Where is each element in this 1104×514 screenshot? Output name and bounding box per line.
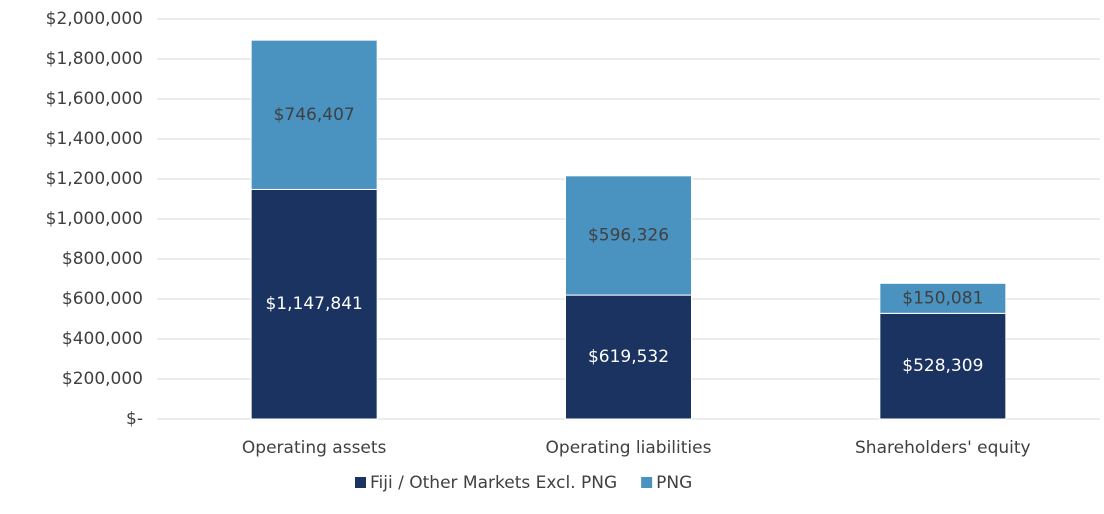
y-tick-label: $1,600,000 — [46, 89, 143, 109]
y-tick-label: $200,000 — [62, 369, 143, 389]
data-label: $528,309 — [902, 356, 983, 376]
y-tick-label: $1,000,000 — [46, 209, 143, 229]
y-tick-label: $- — [126, 409, 143, 429]
x-tick-label: Operating liabilities — [546, 438, 712, 458]
legend-label: Fiji / Other Markets Excl. PNG — [370, 473, 617, 493]
y-tick-label: $400,000 — [62, 329, 143, 349]
y-tick-label: $1,800,000 — [46, 49, 143, 69]
bar-segment — [565, 175, 692, 296]
y-tick-label: $1,200,000 — [46, 169, 143, 189]
legend-label: PNG — [656, 473, 692, 493]
bar-segment — [565, 294, 692, 420]
legend-swatch — [641, 477, 653, 488]
data-label: $619,532 — [588, 347, 669, 367]
y-tick-label: $800,000 — [62, 249, 143, 269]
bar-segment — [879, 312, 1007, 420]
bar-segment — [250, 39, 378, 190]
bar-segment — [879, 282, 1007, 314]
y-tick-label: $1,400,000 — [46, 129, 143, 149]
legend-swatch — [355, 477, 366, 488]
y-tick-label: $600,000 — [62, 289, 143, 309]
data-label: $596,326 — [588, 225, 669, 245]
data-label: $1,147,841 — [265, 294, 362, 314]
data-label: $746,407 — [274, 105, 355, 125]
y-tick-label: $2,000,000 — [46, 9, 143, 29]
x-tick-label: Shareholders' equity — [855, 438, 1031, 458]
data-label: $150,081 — [902, 288, 983, 308]
bar-segment — [250, 188, 378, 420]
x-tick-label: Operating assets — [242, 438, 387, 458]
